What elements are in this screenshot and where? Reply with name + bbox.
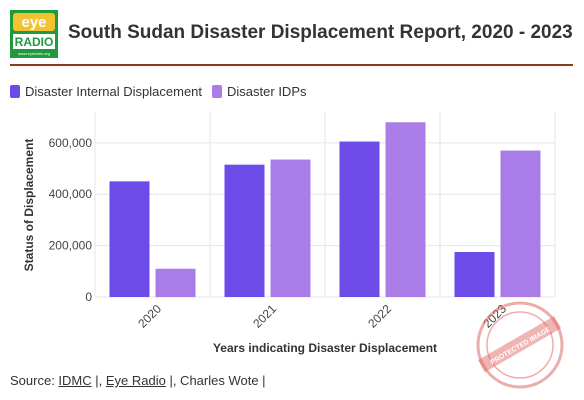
bar-internal-displacement-2020 <box>109 181 150 297</box>
y-axis-title: Status of Displacement <box>22 139 36 272</box>
source-link-idmc[interactable]: IDMC <box>58 373 92 388</box>
logo-top-band <box>13 13 55 31</box>
x-axis-title: Years indicating Disaster Displacement <box>213 341 437 355</box>
chart-header: eye RADIO www.eyeradio.org South Sudan D… <box>10 8 574 64</box>
source-footer: Source: IDMC |, Eye Radio |, Charles Wot… <box>10 373 266 388</box>
legend-item-idps[interactable]: Disaster IDPs <box>212 83 307 99</box>
y-tick-label: 200,000 <box>49 239 93 253</box>
stamp-inner-ring <box>486 311 554 379</box>
x-tick-label: 2020 <box>135 302 164 331</box>
stamp-text: PROTECTED IMAGE <box>490 326 553 366</box>
bar-internal-displacement-2023 <box>454 252 495 297</box>
logo-eye-text: eye <box>21 14 46 31</box>
logo-radio-text: RADIO <box>15 35 54 49</box>
bar-idps-2021 <box>270 159 311 297</box>
stamp-outer-ring <box>476 301 564 389</box>
bar-idps-2022 <box>385 122 426 298</box>
legend-label-series2: Disaster IDPs <box>227 83 307 99</box>
legend-swatch-series1 <box>10 84 20 98</box>
bar-idps-2023 <box>500 150 541 297</box>
y-tick-label: 400,000 <box>49 187 93 201</box>
source-link-eye-radio[interactable]: Eye Radio <box>105 373 166 388</box>
footer-prefix: Source: <box>10 373 59 388</box>
logo-url-text: www.eyeradio.org <box>18 51 50 56</box>
x-tick-label: 2022 <box>365 302 394 331</box>
legend-label-series1: Disaster Internal Displacement <box>25 83 203 99</box>
eye-radio-logo: eye RADIO www.eyeradio.org <box>10 10 58 58</box>
legend-swatch-series2 <box>212 84 223 98</box>
header-divider <box>10 64 573 66</box>
bar-idps-2020 <box>155 268 196 297</box>
bar-internal-displacement-2021 <box>224 164 265 297</box>
chart-legend: Disaster Internal Displacement Disaster … <box>10 82 317 100</box>
bar-internal-displacement-2022 <box>339 141 380 297</box>
stamp-band <box>477 316 562 373</box>
footer-author: |, Charles Wote | <box>165 373 266 388</box>
footer-separator-1: |, <box>91 373 106 388</box>
y-tick-label: 0 <box>85 290 92 304</box>
y-tick-label: 600,000 <box>49 136 93 150</box>
x-tick-label: 2021 <box>250 302 279 331</box>
chart-title: South Sudan Disaster Displacement Report… <box>68 22 573 43</box>
logo-white-band <box>13 34 55 49</box>
legend-item-internal-displacement[interactable]: Disaster Internal Displacement <box>10 84 202 99</box>
